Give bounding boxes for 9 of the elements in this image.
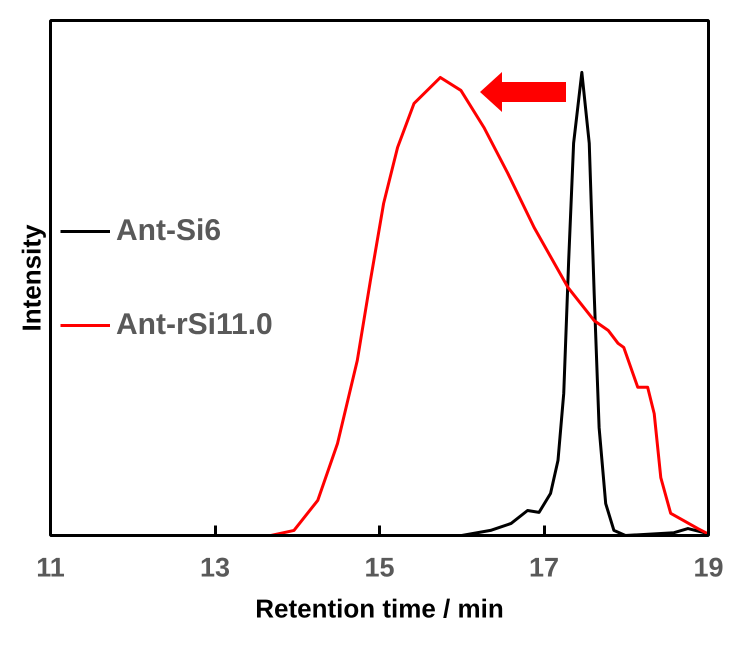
x-tick-label: 19 (693, 552, 724, 582)
legend-label: Ant-rSi11.0 (116, 308, 273, 342)
x-tick-label: 13 (200, 552, 230, 582)
x-tick-label: 15 (364, 552, 395, 582)
x-tick-label: 17 (528, 552, 560, 582)
y-axis-title: Intensity (16, 224, 46, 332)
x-axis-title: Retention time / min (255, 594, 504, 624)
x-tick-label: 11 (36, 552, 65, 582)
legend-label: Ant-Si6 (116, 214, 221, 248)
